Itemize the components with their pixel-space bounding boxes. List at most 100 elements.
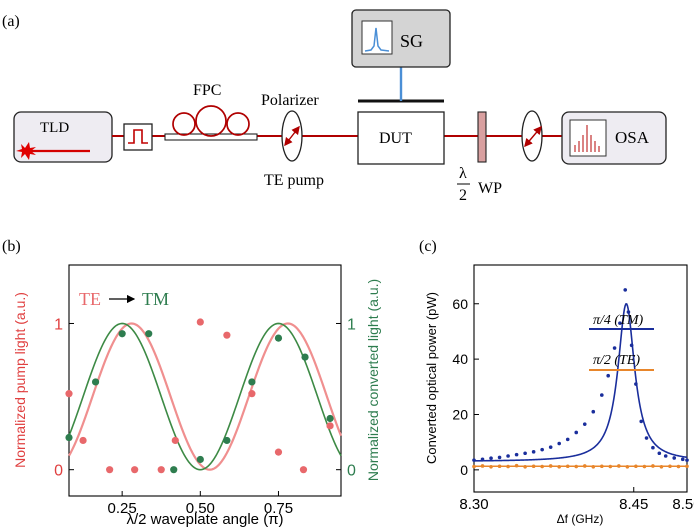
fpc-loop-center xyxy=(195,105,227,137)
tm-point xyxy=(623,288,628,292)
pump-point xyxy=(171,436,179,445)
te-point xyxy=(625,465,630,469)
osa-screen xyxy=(569,119,607,157)
pump-point xyxy=(131,466,139,474)
pump-point xyxy=(299,466,308,474)
panel-a: (a) TLD FPC Polarizer TE pump DUT SG xyxy=(2,9,667,204)
plot-b-ylabel-left: Normalized pump light (a.u.) xyxy=(12,292,28,468)
osa-label: OSA xyxy=(615,128,650,147)
te-point xyxy=(659,465,664,469)
panel-c-label: (c) xyxy=(419,238,437,255)
x-tick-label: 8.50 xyxy=(672,496,694,513)
y-tick-label-right: 1 xyxy=(347,316,356,333)
tm-point xyxy=(634,382,638,386)
converted-point xyxy=(170,466,178,474)
plot-b-fits xyxy=(68,322,343,471)
dut-label: DUT xyxy=(379,130,412,147)
te-point xyxy=(514,463,519,468)
plot-c-ticks: 8.30 8.45 8.50 0 20 40 60 xyxy=(452,296,694,513)
plot-c-xlabel: Δf (GHz) xyxy=(557,512,604,526)
y-tick-label: 20 xyxy=(452,406,468,422)
tld-label: TLD xyxy=(40,120,69,136)
tm-point xyxy=(685,458,689,462)
te-point xyxy=(506,464,510,469)
te-point xyxy=(642,464,647,469)
plot-b-xlabel: λ/2 waveplate angle (π) xyxy=(126,511,283,528)
plot-b-ticks: 0.25 0.50 0.75 0 0 1 1 xyxy=(54,316,356,517)
panel-b: (b) 0.25 0.50 0.75 0 0 1 1 TE TM λ/2 waveplate… xyxy=(2,238,381,528)
pump-point xyxy=(106,466,114,474)
converted-point xyxy=(118,330,126,338)
converted-point xyxy=(145,330,153,338)
y-tick-label: 40 xyxy=(452,351,468,367)
polarizer-arrow xyxy=(284,125,300,147)
te-point xyxy=(565,464,570,469)
y-tick-label-right: 0 xyxy=(347,463,356,480)
tm-point xyxy=(629,343,634,348)
plot-b-points xyxy=(65,318,334,474)
tm-point xyxy=(651,445,655,450)
fpc-label: FPC xyxy=(193,82,221,99)
waveplate xyxy=(477,111,487,163)
tm-point xyxy=(600,393,604,397)
te-point xyxy=(540,464,544,469)
sg-spectrum-icon xyxy=(364,27,390,52)
converted-point xyxy=(196,455,204,464)
fpc-loop-right xyxy=(226,112,250,136)
te-point xyxy=(634,464,638,469)
te-point xyxy=(668,464,672,469)
pulse-icon xyxy=(128,129,148,144)
wp-numerator: λ xyxy=(459,165,467,182)
plot-c-ylabel: Converted optical power (pW) xyxy=(424,292,439,464)
modulator-box xyxy=(123,123,153,151)
x-tick-label: 8.45 xyxy=(619,496,648,513)
tm-point xyxy=(680,457,685,462)
plot-b-legend: TE TM xyxy=(79,289,169,309)
osa-spectrum-icon xyxy=(574,125,600,152)
sg-screen xyxy=(361,20,393,55)
te-point xyxy=(557,465,561,469)
tm-point xyxy=(540,447,544,452)
plot-c-points xyxy=(472,288,689,469)
fpc-loop-left xyxy=(172,112,196,136)
tm-point xyxy=(557,441,561,446)
pump-point xyxy=(157,466,165,474)
sg-label: SG xyxy=(400,31,423,51)
plot-c-lines xyxy=(473,303,688,468)
wp-denominator: 2 xyxy=(459,187,467,204)
pump-point xyxy=(196,318,204,326)
tm-point xyxy=(480,457,485,462)
te-point xyxy=(582,464,587,468)
fpc-plate xyxy=(164,133,258,141)
tm-point xyxy=(644,436,649,440)
analyzer-lens xyxy=(521,110,543,162)
te-point xyxy=(497,464,502,469)
plot-c-frame xyxy=(473,264,688,493)
dut-box xyxy=(357,111,445,165)
tm-point xyxy=(497,455,502,460)
x-tick-label: 0.25 xyxy=(108,500,137,517)
te-point xyxy=(608,464,613,469)
plot-c-legend: π/4 (TM) π/2 (TE) xyxy=(589,313,654,371)
tm-point xyxy=(606,373,610,378)
converted-point xyxy=(223,436,231,445)
y-tick-label-left: 1 xyxy=(54,316,63,333)
x-tick-label: 0.50 xyxy=(186,500,215,517)
tm-point xyxy=(591,409,596,414)
pump-point xyxy=(223,331,231,339)
legend-tm: TM xyxy=(142,289,169,309)
pump-point xyxy=(248,390,256,398)
tm-point xyxy=(565,437,570,442)
te-pump-label: TE pump xyxy=(264,172,324,189)
te-point xyxy=(548,464,553,468)
legend-te-label: π/2 (TE) xyxy=(593,353,640,368)
te-point xyxy=(685,464,689,469)
converted-point xyxy=(248,378,256,386)
converted-point xyxy=(301,353,309,361)
panel-c: (c) 8.30 8.45 8.50 0 20 40 60 π/4 (TM) π/2 (TE… xyxy=(419,238,694,526)
tm-point xyxy=(506,454,510,458)
converted-point xyxy=(274,334,283,342)
wp-label: WP xyxy=(478,180,502,197)
pump-point xyxy=(79,436,87,445)
tm-point xyxy=(626,310,631,314)
